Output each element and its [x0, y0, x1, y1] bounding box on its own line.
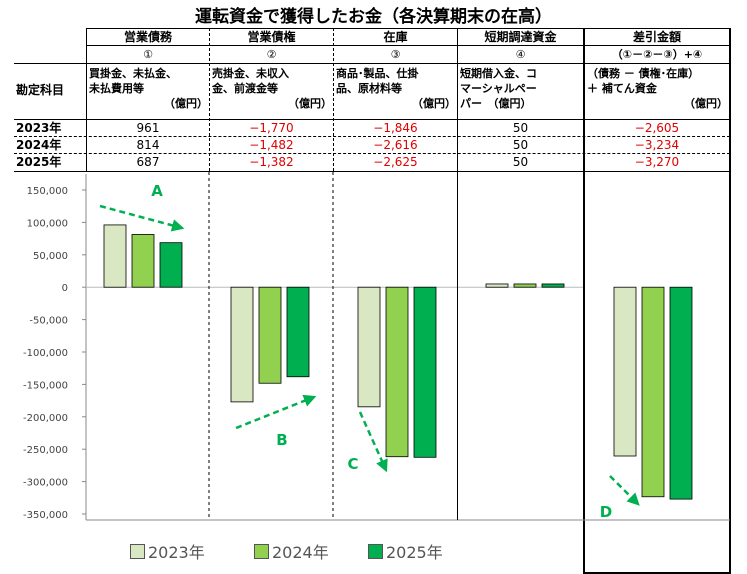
bar-2024年-短期調達資金 — [513, 283, 537, 288]
row-label: 2025年 — [16, 155, 62, 169]
row-label: 2024年 — [16, 138, 62, 152]
table-cell: 814 — [136, 138, 160, 152]
bar-2025年-営業債権 — [286, 286, 310, 378]
table-cell: −1,382 — [249, 155, 294, 169]
table-cell: 961 — [136, 121, 160, 135]
number-col-3: ③ — [390, 48, 401, 61]
legend-swatch — [254, 544, 269, 559]
table-cell: −3,270 — [634, 155, 680, 169]
bar-2024年-在庫 — [385, 286, 409, 458]
header-col-5: 差引金額 — [632, 30, 681, 44]
legend-item: 2024年 — [254, 539, 329, 563]
legend-label: 2024年 — [272, 543, 329, 562]
corner-label: 勘定科目 — [16, 83, 65, 97]
table-cell: −3,234 — [634, 138, 680, 152]
bar-2023年-差引金額 — [613, 286, 637, 457]
number-col-1: ① — [143, 48, 153, 61]
table-cell: 50 — [512, 138, 529, 152]
number-col-5: （①－②－③）+④ — [611, 48, 703, 61]
bar-2023年-短期調達資金 — [485, 283, 509, 288]
table-cell: −2,605 — [634, 121, 680, 135]
annotation-A: A — [151, 182, 163, 200]
trend-arrow — [358, 411, 388, 473]
y-tick-label: -350,000 — [23, 510, 68, 521]
bar-2025年-差引金額 — [669, 286, 693, 500]
bar-2025年-短期調達資金 — [541, 283, 565, 288]
table-cell: 50 — [512, 155, 529, 169]
bar-2024年-営業債権 — [258, 286, 282, 384]
legend-label: 2023年 — [148, 543, 205, 562]
table-cell: −1,770 — [249, 121, 294, 135]
table-cell: 687 — [136, 155, 160, 169]
y-tick-label: -50,000 — [29, 316, 68, 327]
table-cell: −2,616 — [373, 138, 418, 152]
legend-swatch — [368, 544, 383, 559]
y-tick-label: -150,000 — [23, 380, 68, 391]
legend-item: 2025年 — [368, 539, 443, 563]
table-cell: −1,482 — [249, 138, 294, 152]
bar-2023年-営業債権 — [230, 286, 254, 403]
table-cell: 50 — [512, 121, 529, 135]
bar-2024年-営業債務 — [131, 234, 155, 288]
number-col-4: ④ — [515, 48, 526, 61]
bar-2023年-営業債務 — [103, 224, 127, 288]
desc-col-4: 短期借入金、コ マーシャルペー パー （億円） — [460, 67, 537, 110]
annotation-D: D — [600, 503, 612, 521]
table-cell: −2,625 — [373, 155, 418, 169]
header-col-3: 在庫 — [383, 30, 408, 44]
annotation-B: B — [276, 431, 287, 449]
y-tick-label: -200,000 — [23, 413, 68, 424]
trend-arrow — [609, 475, 640, 506]
table-cell: −1,846 — [373, 121, 418, 135]
desc-col-2: 売掛金、未収入 金、前渡金等 （億円） — [212, 67, 332, 110]
trend-arrow — [99, 204, 185, 232]
legend-item: 2023年 — [130, 539, 205, 563]
number-col-2: ② — [266, 48, 277, 61]
bar-2025年-営業債務 — [159, 242, 183, 288]
y-tick-label: 150,000 — [27, 186, 68, 197]
y-tick-label: 100,000 — [27, 218, 68, 229]
desc-col-3: 商品･製品、仕掛 品、原材料等 （億円） — [336, 67, 456, 110]
legend-label: 2025年 — [386, 543, 443, 562]
y-tick-label: -250,000 — [23, 445, 68, 456]
chart-title: 運転資金で獲得したお金（各決算期末の在高） — [195, 7, 552, 27]
row-label: 2023年 — [16, 121, 62, 135]
desc-col-5: （債務 － 債権･在庫）＋ 補てん資金 （億円） — [587, 67, 728, 110]
y-tick-label: 0 — [62, 283, 68, 294]
legend-swatch — [130, 544, 145, 559]
bar-2024年-差引金額 — [641, 286, 665, 498]
y-tick-label: 50,000 — [33, 251, 68, 262]
bar-2025年-在庫 — [413, 286, 437, 458]
y-tick-label: -300,000 — [23, 478, 68, 489]
annotation-C: C — [347, 455, 358, 473]
header-col-2: 営業債権 — [247, 30, 296, 44]
header-col-4: 短期調達資金 — [484, 30, 557, 44]
desc-col-1: 買掛金、未払金、 未払費用等 （億円） — [89, 67, 208, 110]
y-tick-label: -100,000 — [23, 348, 68, 359]
bar-2023年-在庫 — [357, 286, 381, 408]
header-col-1: 営業債務 — [123, 30, 172, 44]
trend-arrow — [235, 394, 317, 430]
